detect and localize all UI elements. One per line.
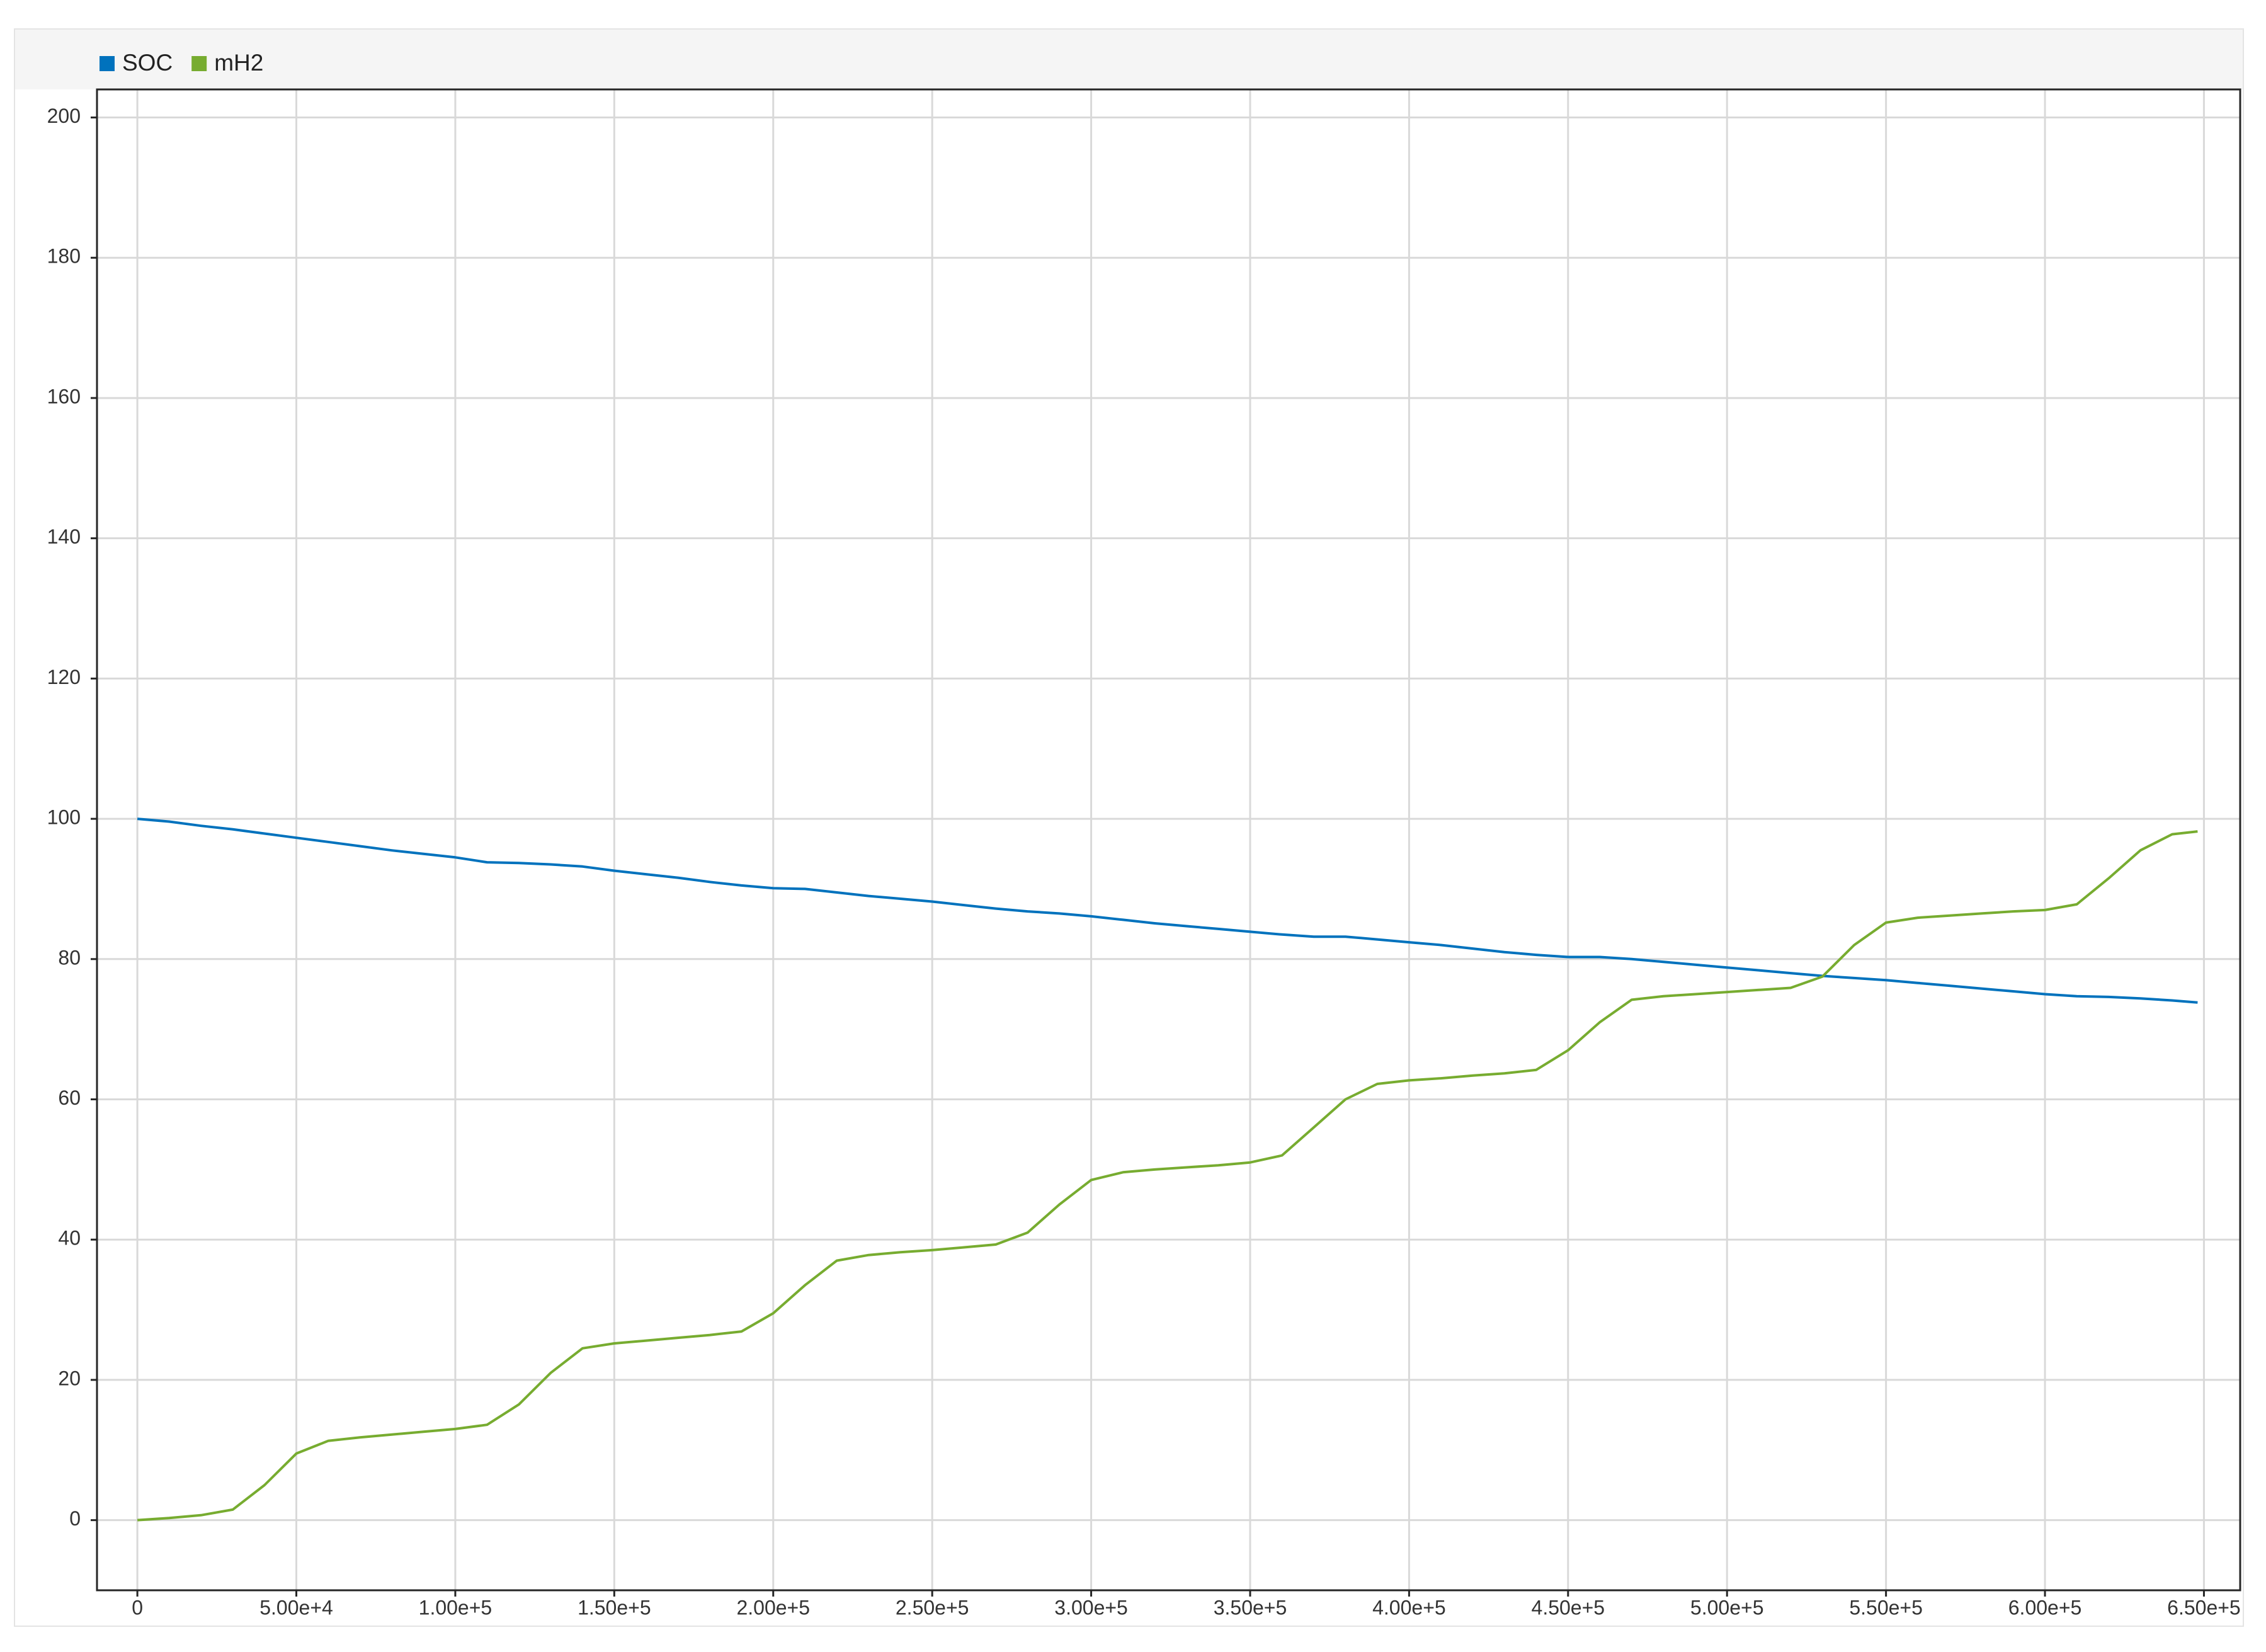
x-tick-label: 6.50e+5 bbox=[2167, 1596, 2241, 1619]
y-tick-label: 80 bbox=[58, 946, 81, 969]
y-tick-label: 20 bbox=[58, 1367, 81, 1389]
y-tick-label: 140 bbox=[47, 525, 81, 548]
legend-bar bbox=[15, 30, 2243, 89]
grid: 0 20 40 60 80 100 120 140 160 180 200 0 5.00e+4 1.00e… bbox=[47, 89, 2241, 1619]
x-tick-label: 2.00e+5 bbox=[736, 1596, 810, 1619]
x-tick-label: 1.50e+5 bbox=[578, 1596, 651, 1619]
y-tick-label: 100 bbox=[47, 806, 81, 829]
x-tick-label: 4.50e+5 bbox=[1532, 1596, 1605, 1619]
x-tick-label: 1.00e+5 bbox=[419, 1596, 492, 1619]
x-tick-label: 5.50e+5 bbox=[1849, 1596, 1923, 1619]
y-tick-label: 0 bbox=[69, 1507, 81, 1530]
x-tick-label: 2.50e+5 bbox=[896, 1596, 969, 1619]
panel bbox=[14, 28, 2244, 1627]
x-tick-label: 5.00e+4 bbox=[259, 1596, 333, 1619]
x-tick-label: 0 bbox=[132, 1596, 143, 1619]
y-tick-label: 180 bbox=[47, 245, 81, 268]
y-tick-label: 120 bbox=[47, 666, 81, 688]
x-tick-label: 4.00e+5 bbox=[1372, 1596, 1446, 1619]
legend: SOC mH2 bbox=[100, 50, 263, 76]
y-tick-label: 40 bbox=[58, 1227, 81, 1250]
lines bbox=[137, 817, 2198, 1522]
plot-frame bbox=[96, 88, 2241, 1592]
series-line bbox=[137, 830, 2198, 1522]
y-tick-label: 200 bbox=[47, 105, 81, 127]
y-tick-label: 60 bbox=[58, 1086, 81, 1109]
x-tick-label: 3.00e+5 bbox=[1054, 1596, 1128, 1619]
x-tick-label: 5.00e+5 bbox=[1690, 1596, 1764, 1619]
legend-swatch bbox=[191, 56, 207, 71]
legend-label: SOC bbox=[122, 50, 173, 76]
x-tick-label: 6.00e+5 bbox=[2008, 1596, 2082, 1619]
series-line bbox=[137, 817, 2198, 1004]
x-tick-label: 3.50e+5 bbox=[1214, 1596, 1287, 1619]
legend-label: mH2 bbox=[214, 50, 263, 76]
legend-swatch bbox=[100, 56, 115, 71]
y-tick-label: 160 bbox=[47, 385, 81, 407]
